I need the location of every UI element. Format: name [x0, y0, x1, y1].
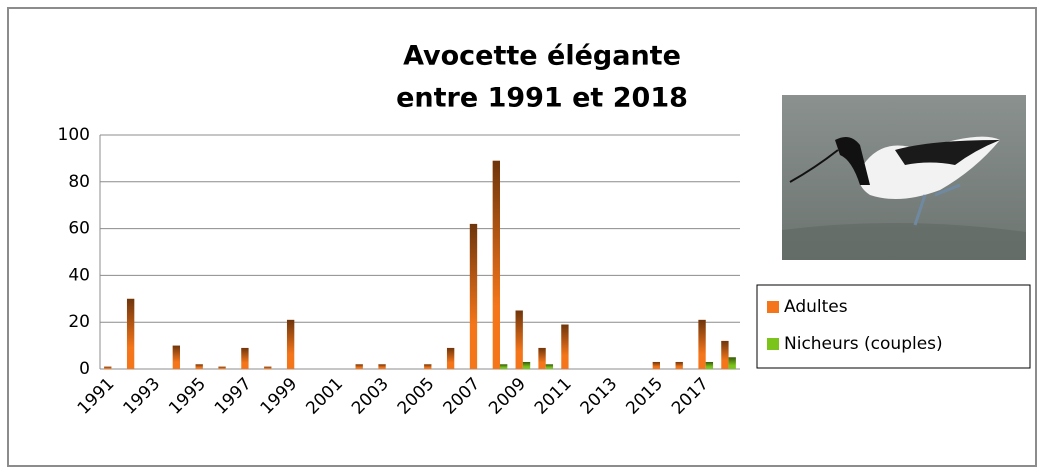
bar-shade [173, 346, 180, 369]
bar-shade [729, 357, 736, 369]
y-tick-label: 100 [58, 125, 90, 145]
bar-shade [264, 367, 271, 369]
bar-shade [676, 362, 683, 369]
bar-shade [104, 367, 111, 369]
bar-shade [706, 362, 713, 369]
bar-shade [538, 348, 545, 369]
bar-shade [546, 364, 553, 369]
y-tick-label: 0 [79, 359, 90, 379]
bar-shade [447, 348, 454, 369]
bar-shade [196, 364, 203, 369]
bar-shade [516, 311, 523, 370]
bar-shade [470, 224, 477, 369]
bar-shade [493, 161, 500, 369]
bar-shade [523, 362, 530, 369]
bar-shade [287, 320, 294, 369]
bar-shade [218, 367, 225, 369]
bar-shade [127, 299, 134, 369]
chart: Avocette élégante entre 1991 et 2018 0 20… [0, 0, 1044, 474]
legend-swatch [767, 301, 779, 313]
legend-swatch [767, 338, 779, 350]
legend-label: Nicheurs (couples) [784, 334, 943, 354]
y-tick-label: 20 [68, 312, 90, 332]
y-tick-label: 60 [68, 219, 90, 239]
bar-shade [500, 364, 507, 369]
bar-shade [424, 364, 431, 369]
bar-shade [698, 320, 705, 369]
bar-shade [356, 364, 363, 369]
bar-shade [561, 325, 568, 369]
bar-shade [721, 341, 728, 369]
page: Avocette élégante entre 1991 et 2018 0 20… [0, 0, 1044, 474]
y-tick-label: 40 [68, 265, 90, 285]
bird-photo [782, 95, 1026, 260]
bar-shade [653, 362, 660, 369]
bar-shade [378, 364, 385, 369]
bar-shade [241, 348, 248, 369]
chart-title: Avocette élégante [403, 41, 681, 72]
y-tick-label: 80 [68, 172, 90, 192]
legend-label: Adultes [784, 297, 848, 317]
chart-title: entre 1991 et 2018 [396, 83, 688, 114]
